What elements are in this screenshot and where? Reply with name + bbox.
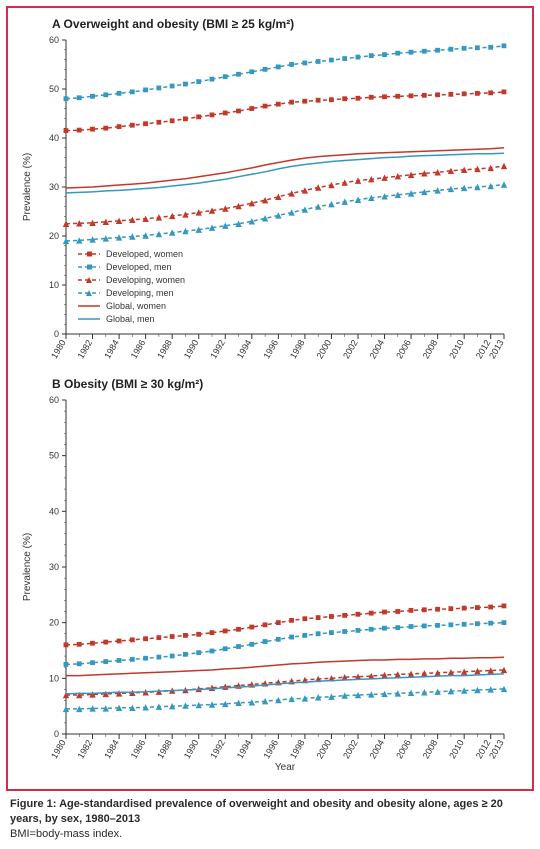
figure-caption: Figure 1: Age-standardised prevalence of…	[6, 791, 534, 842]
svg-text:2010: 2010	[447, 738, 466, 760]
svg-text:2008: 2008	[421, 338, 440, 360]
svg-text:1988: 1988	[155, 738, 174, 760]
svg-text:2013: 2013	[487, 738, 506, 760]
svg-text:Global, women: Global, women	[106, 301, 166, 311]
svg-text:1992: 1992	[208, 338, 227, 360]
svg-text:1996: 1996	[261, 338, 280, 360]
svg-text:Developed, men: Developed, men	[106, 262, 172, 272]
svg-text:1984: 1984	[102, 738, 121, 760]
chart-panel-a: A Overweight and obesity (BMI ≥ 25 kg/m²…	[16, 14, 524, 374]
chart-svg-b: B Obesity (BMI ≥ 30 kg/m²) 0 10 20 30 40 50 60 P…	[16, 374, 516, 774]
svg-text:30: 30	[49, 562, 59, 572]
svg-text:1996: 1996	[261, 738, 280, 760]
svg-text:40: 40	[49, 133, 59, 143]
svg-text:2000: 2000	[315, 738, 334, 760]
svg-text:2000: 2000	[315, 338, 334, 360]
svg-text:Year: Year	[275, 762, 296, 773]
svg-text:1998: 1998	[288, 738, 307, 760]
svg-text:2002: 2002	[341, 338, 360, 360]
svg-text:Global, men: Global, men	[106, 314, 155, 324]
figure-frame: A Overweight and obesity (BMI ≥ 25 kg/m²…	[6, 6, 534, 791]
svg-text:2002: 2002	[341, 738, 360, 760]
svg-text:0: 0	[54, 329, 59, 339]
svg-text:Developing, men: Developing, men	[106, 288, 174, 298]
svg-text:50: 50	[49, 451, 59, 461]
svg-text:2004: 2004	[368, 338, 387, 360]
svg-text:Prevalence (%): Prevalence (%)	[22, 153, 33, 221]
svg-text:1986: 1986	[129, 738, 148, 760]
svg-text:40: 40	[49, 506, 59, 516]
svg-text:Developed, women: Developed, women	[106, 249, 183, 259]
svg-text:30: 30	[49, 182, 59, 192]
svg-text:1998: 1998	[288, 338, 307, 360]
svg-text:2013: 2013	[487, 338, 506, 360]
caption-title: Figure 1: Age-standardised prevalence of…	[10, 798, 503, 825]
svg-text:2006: 2006	[394, 338, 413, 360]
svg-text:0: 0	[54, 729, 59, 739]
svg-text:1988: 1988	[155, 338, 174, 360]
svg-text:20: 20	[49, 618, 59, 628]
svg-text:A Overweight and obesity (BM: A Overweight and obesity (BMI ≥ 25 kg/m²…	[52, 17, 294, 31]
svg-text:20: 20	[49, 231, 59, 241]
chart-panel-b: B Obesity (BMI ≥ 30 kg/m²) 0 10 20 30 40 50 60 P…	[16, 374, 524, 774]
svg-text:1994: 1994	[235, 738, 254, 760]
svg-text:B Obesity (BMI ≥ 30 kg/m²): B Obesity (BMI ≥ 30 kg/m²)	[52, 377, 203, 391]
svg-text:1980: 1980	[49, 738, 68, 760]
svg-text:60: 60	[49, 35, 59, 45]
chart-svg-a: A Overweight and obesity (BMI ≥ 25 kg/m²…	[16, 14, 516, 374]
svg-text:1986: 1986	[129, 338, 148, 360]
svg-text:10: 10	[49, 280, 59, 290]
svg-text:2004: 2004	[368, 738, 387, 760]
svg-text:1980: 1980	[49, 338, 68, 360]
figure-container: A Overweight and obesity (BMI ≥ 25 kg/m²…	[0, 0, 540, 849]
svg-text:1984: 1984	[102, 338, 121, 360]
svg-text:1982: 1982	[76, 738, 95, 760]
svg-text:1982: 1982	[76, 338, 95, 360]
svg-text:1992: 1992	[208, 738, 227, 760]
svg-text:1990: 1990	[182, 738, 201, 760]
svg-text:10: 10	[49, 673, 59, 683]
svg-text:2008: 2008	[421, 738, 440, 760]
svg-text:50: 50	[49, 84, 59, 94]
svg-text:2010: 2010	[447, 338, 466, 360]
svg-text:60: 60	[49, 395, 59, 405]
svg-text:2006: 2006	[394, 738, 413, 760]
svg-text:1990: 1990	[182, 338, 201, 360]
svg-text:1994: 1994	[235, 338, 254, 360]
svg-text:Prevalence (%): Prevalence (%)	[22, 533, 33, 601]
svg-text:Developing, women: Developing, women	[106, 275, 185, 285]
caption-note: BMI=body-mass index.	[10, 828, 122, 840]
